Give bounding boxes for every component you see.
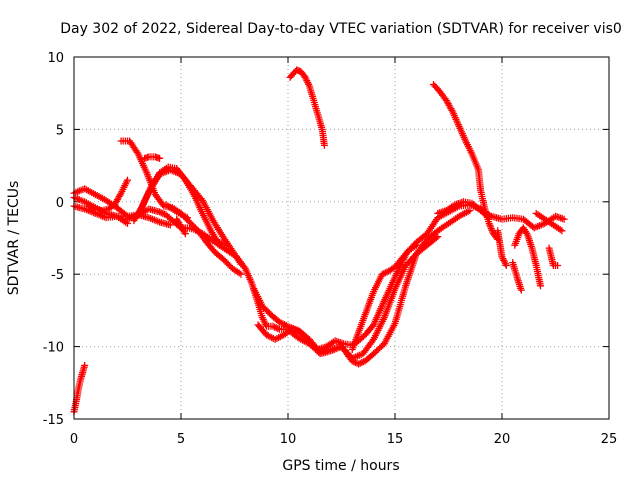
data-point [320, 141, 328, 149]
x-tick-label-10: 10 [280, 432, 297, 447]
series-arc-18 [434, 198, 493, 222]
data-point [90, 204, 98, 212]
data-point [271, 323, 279, 331]
data-point [485, 214, 493, 222]
data-point [380, 270, 388, 277]
data-point [157, 209, 165, 217]
data-point [484, 213, 492, 220]
data-point [381, 269, 389, 277]
y-tick-label-minus15: -15 [43, 413, 64, 428]
data-point [183, 214, 191, 222]
series-arc-22 [532, 209, 566, 235]
data-point [181, 230, 189, 238]
y-tick-label-0: 0 [56, 196, 64, 211]
data-point [517, 286, 525, 294]
data-point [358, 359, 366, 366]
data-point [558, 227, 566, 235]
data-point [537, 282, 544, 290]
x-axis-label: GPS time / hours [282, 458, 399, 474]
series-arc-5 [85, 176, 131, 214]
x-tick-label-20: 20 [494, 432, 511, 447]
x-tick-label-15: 15 [387, 432, 404, 447]
y-tick-label-10: 10 [47, 51, 64, 66]
series-arc-6 [117, 137, 245, 278]
y-axis-label: SDTVAR / TECUs [6, 181, 22, 296]
series-arc-13 [198, 230, 420, 353]
series-arc-20 [511, 224, 544, 290]
series-arc-21 [509, 259, 525, 294]
series-arc-11 [162, 201, 191, 222]
data-point [156, 154, 164, 162]
chart-title: Day 302 of 2022, Sidereal Day-to-day VTE… [60, 21, 622, 37]
series-arc-17 [430, 81, 502, 243]
y-tick-label-minus10: -10 [43, 341, 64, 356]
x-tick-label-25: 25 [601, 432, 618, 447]
data-point [81, 361, 89, 369]
data-point [88, 204, 96, 212]
x-tick-label-5: 5 [177, 432, 185, 447]
data-point [348, 357, 356, 365]
series-arc-10 [141, 153, 164, 162]
data-point [85, 202, 93, 210]
y-tick-label-5: 5 [56, 123, 64, 138]
x-tick-label-0: 0 [70, 432, 78, 447]
data-point [272, 324, 280, 332]
data-point [350, 358, 358, 366]
series-arc-4 [70, 361, 89, 416]
series-arc-24 [286, 66, 328, 149]
data-point [274, 325, 282, 332]
data-point [159, 209, 167, 217]
data-point [269, 322, 277, 330]
data-point [502, 262, 510, 269]
data-points [70, 66, 568, 416]
data-point [378, 270, 386, 278]
plot-frame [73, 56, 610, 420]
data-point [356, 359, 364, 367]
series-arc-19 [494, 227, 510, 269]
data-point [560, 215, 568, 223]
y-tick-label-minus5: -5 [51, 268, 64, 283]
series-arc-23 [545, 244, 562, 269]
data-point [156, 208, 164, 216]
data-point [355, 360, 363, 368]
data-point [351, 359, 359, 366]
data-point [554, 262, 562, 269]
data-point [87, 203, 95, 211]
data-point [124, 176, 131, 184]
data-point [237, 270, 245, 278]
series-arc-12 [173, 215, 189, 238]
series-arc-15 [254, 207, 474, 368]
